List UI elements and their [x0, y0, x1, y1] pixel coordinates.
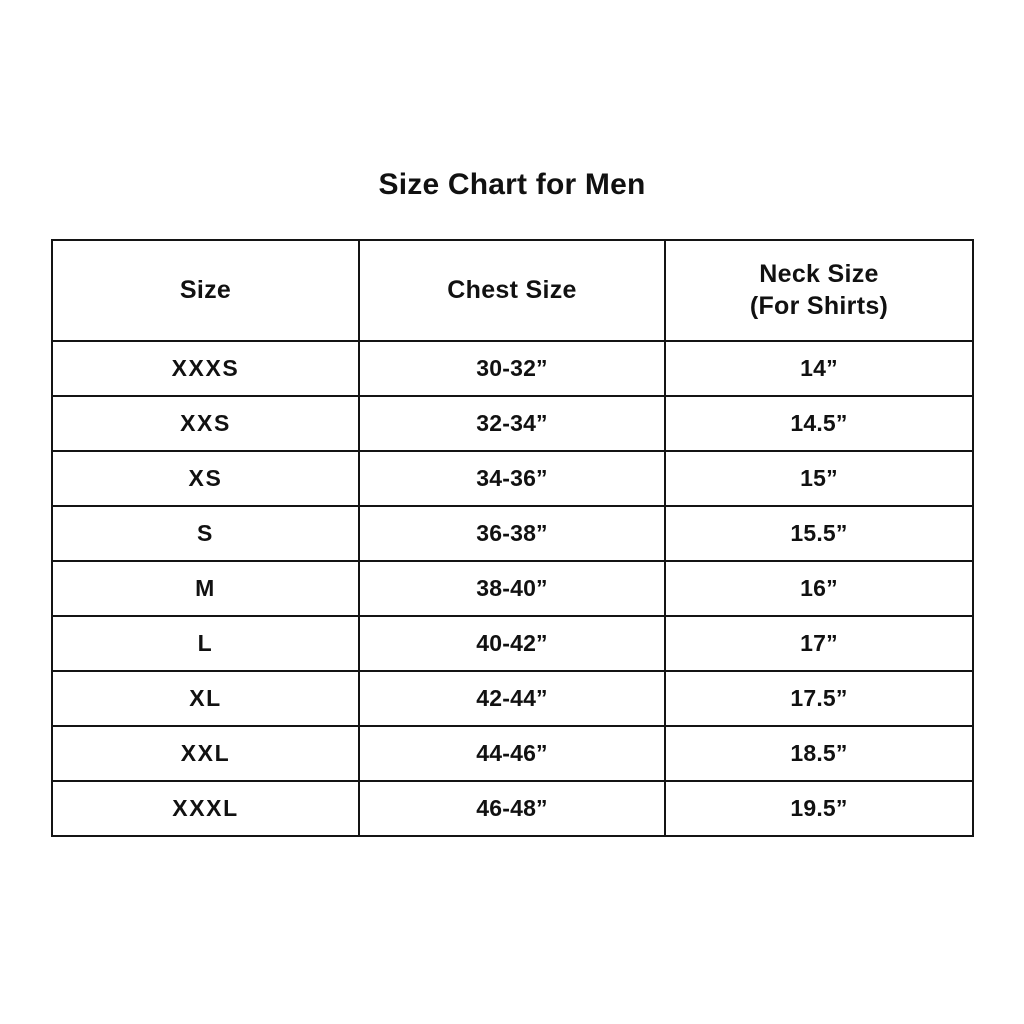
column-header-neck-size: Neck Size (For Shirts): [664, 239, 974, 342]
cell-size: L: [51, 615, 360, 672]
cell-chest: 30-32”: [358, 340, 666, 397]
cell-chest: 34-36”: [358, 450, 666, 507]
cell-size: XXXS: [51, 340, 360, 397]
cell-size: XXS: [51, 395, 360, 452]
column-header-size: Size: [51, 239, 360, 342]
cell-chest: 40-42”: [358, 615, 666, 672]
table-header: Size Chest Size Neck Size (For Shirts): [51, 239, 974, 342]
cell-chest: 36-38”: [358, 505, 666, 562]
cell-neck: 15.5”: [664, 505, 974, 562]
cell-chest: 32-34”: [358, 395, 666, 452]
column-header-chest-size-label: Chest Size: [447, 275, 577, 304]
table-row: L 40-42” 17”: [51, 615, 974, 672]
table-row: M 38-40” 16”: [51, 560, 974, 617]
table-row: XXXS 30-32” 14”: [51, 340, 974, 397]
cell-chest: 38-40”: [358, 560, 666, 617]
table-body: XXXS 30-32” 14” XXS 32-34” 14.5” XS 34-3…: [51, 340, 974, 837]
size-chart-table-container: Size Chest Size Neck Size (For Shirts) X…: [51, 239, 974, 837]
table-row: S 36-38” 15.5”: [51, 505, 974, 562]
cell-neck: 17”: [664, 615, 974, 672]
table-row: XXL 44-46” 18.5”: [51, 725, 974, 782]
cell-size: XXXL: [51, 780, 360, 837]
cell-size: XL: [51, 670, 360, 727]
table-row: XXS 32-34” 14.5”: [51, 395, 974, 452]
cell-size: S: [51, 505, 360, 562]
cell-size: M: [51, 560, 360, 617]
table-row: XS 34-36” 15”: [51, 450, 974, 507]
column-header-neck-size-label: Neck Size: [759, 259, 879, 288]
table-header-row: Size Chest Size Neck Size (For Shirts): [51, 239, 974, 342]
cell-neck: 18.5”: [664, 725, 974, 782]
cell-neck: 19.5”: [664, 780, 974, 837]
cell-size: XXL: [51, 725, 360, 782]
cell-neck: 17.5”: [664, 670, 974, 727]
page-title: Size Chart for Men: [378, 168, 646, 201]
column-header-neck-size-sublabel: (For Shirts): [749, 291, 889, 320]
cell-size: XS: [51, 450, 360, 507]
cell-neck: 14”: [664, 340, 974, 397]
cell-neck: 14.5”: [664, 395, 974, 452]
column-header-size-label: Size: [179, 275, 232, 304]
cell-chest: 44-46”: [358, 725, 666, 782]
cell-neck: 16”: [664, 560, 974, 617]
cell-chest: 42-44”: [358, 670, 666, 727]
table-row: XXXL 46-48” 19.5”: [51, 780, 974, 837]
size-chart-table: Size Chest Size Neck Size (For Shirts) X…: [51, 239, 974, 837]
table-row: XL 42-44” 17.5”: [51, 670, 974, 727]
column-header-chest-size: Chest Size: [358, 239, 666, 342]
cell-neck: 15”: [664, 450, 974, 507]
cell-chest: 46-48”: [358, 780, 666, 837]
